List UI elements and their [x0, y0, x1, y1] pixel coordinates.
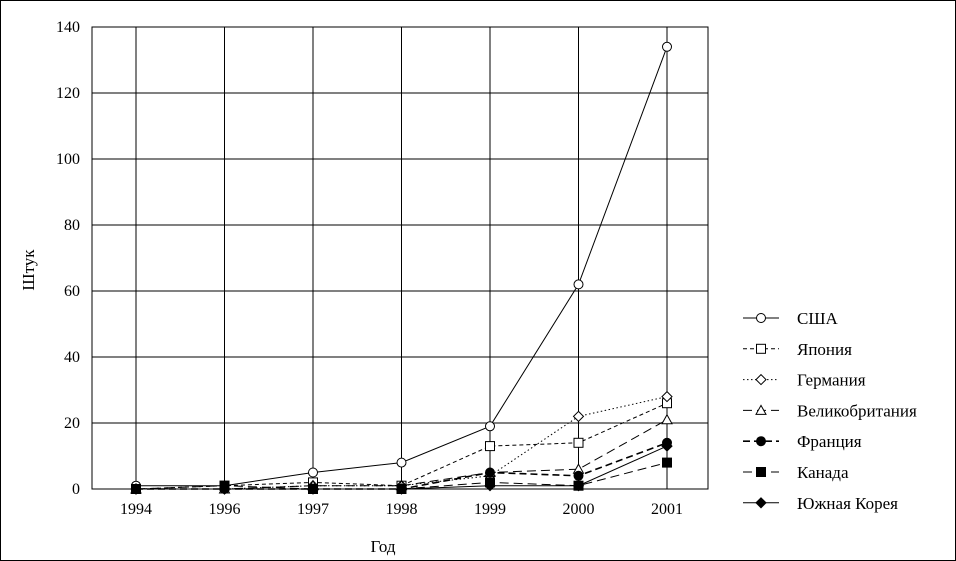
data-point — [308, 467, 318, 478]
data-point — [572, 410, 585, 423]
x-tick-label: 2000 — [563, 501, 595, 518]
data-point — [130, 483, 142, 495]
data-point — [662, 41, 672, 52]
y-tick-label: 80 — [64, 217, 80, 234]
legend-label: США — [797, 309, 838, 328]
legend-label: Франция — [797, 432, 862, 451]
y-tick-label: 0 — [72, 481, 80, 498]
data-point — [307, 483, 319, 495]
y-tick-label: 100 — [56, 151, 80, 168]
grid-lines — [92, 26, 708, 490]
data-point — [572, 479, 585, 492]
legend-marker — [755, 497, 767, 509]
x-axis-ticks: 1994 1996 1997 1998 1999 2000 2001 — [120, 501, 683, 518]
x-tick-label: 1997 — [297, 501, 329, 518]
legend-marker — [756, 343, 766, 354]
y-tick-label: 40 — [64, 349, 80, 366]
data-point — [485, 467, 495, 478]
data-point — [573, 470, 584, 481]
data-point — [573, 279, 584, 290]
legend-marker — [755, 373, 767, 386]
y-tick-label: 20 — [64, 415, 80, 432]
x-tick-label: 1994 — [120, 501, 152, 518]
legend: США Япония Германия Великобритания Франция Ка… — [743, 309, 917, 513]
data-point — [485, 441, 495, 452]
x-tick-label: 2001 — [651, 501, 683, 518]
data-point — [661, 413, 673, 425]
legend-marker — [756, 467, 766, 477]
data-point — [484, 479, 496, 492]
legend-label: Великобритания — [797, 401, 917, 420]
x-tick-label: 1999 — [474, 501, 506, 518]
legend-label: Германия — [797, 371, 866, 390]
x-tick-label: 1996 — [209, 501, 241, 518]
y-axis-ticks: 0 20 40 60 80 100 120 140 — [56, 19, 80, 498]
data-point — [396, 457, 407, 468]
y-axis-label: Штук — [19, 249, 38, 291]
legend-marker — [755, 404, 767, 415]
y-tick-label: 140 — [56, 19, 80, 36]
data-point — [218, 483, 231, 495]
x-axis-label: Год — [371, 537, 396, 556]
plot-border — [91, 26, 709, 490]
y-tick-label: 60 — [64, 283, 80, 300]
data-point — [662, 457, 672, 468]
data-point — [661, 390, 673, 403]
data-point — [661, 440, 673, 452]
legend-label: Канада — [797, 463, 849, 482]
legend-label: Южная Корея — [797, 494, 898, 513]
legend-label: Япония — [797, 340, 852, 359]
series-group — [130, 41, 673, 495]
data-point — [395, 483, 408, 495]
y-tick-label: 120 — [56, 85, 80, 102]
legend-marker — [756, 436, 766, 447]
data-point — [573, 437, 584, 448]
data-point — [485, 421, 495, 432]
x-tick-label: 1998 — [386, 501, 418, 518]
plot-area — [91, 26, 709, 490]
legend-marker — [756, 313, 766, 323]
